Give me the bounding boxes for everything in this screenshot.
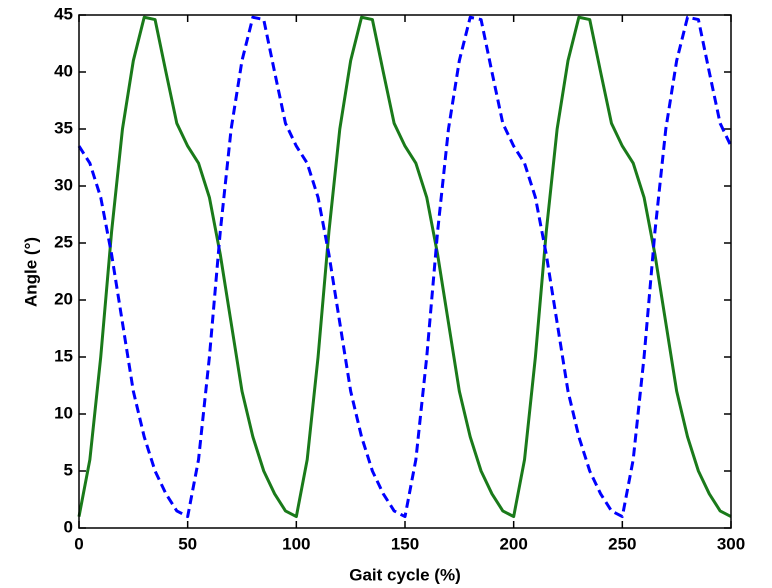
y-tick-label: 45: [54, 4, 73, 23]
y-tick-label: 25: [54, 232, 73, 251]
plot-frame: [78, 14, 732, 529]
y-tick-label: 10: [54, 403, 73, 422]
line-series: [77, 15, 733, 519]
x-tick-label: 250: [608, 534, 636, 553]
x-tick-label: 50: [178, 534, 197, 553]
x-tick-label: 150: [391, 534, 419, 553]
y-tick-label: 20: [54, 289, 73, 308]
y-tick-label: 30: [54, 175, 73, 194]
x-tick-label: 100: [282, 534, 310, 553]
y-tick-label: 0: [64, 517, 73, 536]
y-tick-label: 40: [54, 61, 73, 80]
y-tick-label: 35: [54, 118, 73, 137]
y-tick-label: 15: [54, 346, 73, 365]
x-axis-label: Gait cycle (%): [349, 565, 461, 584]
x-tick-label: 0: [74, 534, 83, 553]
x-tick-label: 200: [499, 534, 527, 553]
y-axis-label: Angle (°): [21, 237, 40, 307]
y-tick-label: 5: [64, 460, 73, 479]
x-tick-label: 300: [717, 534, 745, 553]
line-series: [77, 15, 732, 519]
